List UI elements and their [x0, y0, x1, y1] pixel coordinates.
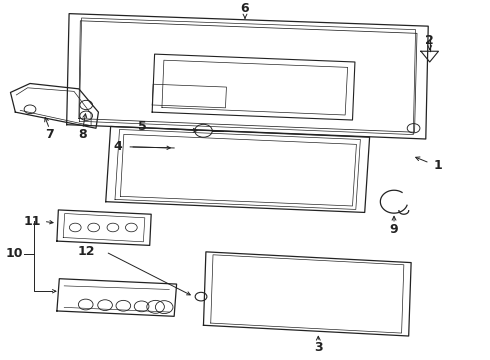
Text: 12: 12	[77, 246, 95, 258]
Text: 1: 1	[434, 159, 442, 172]
Text: 3: 3	[314, 341, 322, 354]
Text: 6: 6	[241, 3, 249, 15]
Text: 9: 9	[390, 223, 398, 236]
Text: 2: 2	[425, 34, 434, 47]
Text: 4: 4	[114, 140, 122, 153]
Text: 11: 11	[24, 215, 41, 228]
Text: 8: 8	[78, 128, 87, 141]
Text: 7: 7	[45, 128, 54, 141]
Text: 5: 5	[138, 120, 147, 133]
Text: 10: 10	[5, 247, 23, 260]
